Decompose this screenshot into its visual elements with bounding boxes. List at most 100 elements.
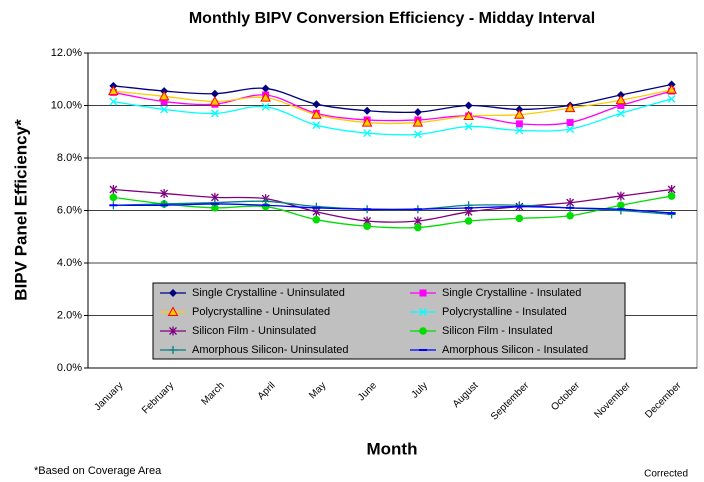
legend-marker bbox=[169, 346, 177, 354]
y-tick-label: 8.0% bbox=[57, 152, 82, 164]
note: Corrected bbox=[644, 469, 688, 480]
marker bbox=[361, 117, 373, 127]
marker bbox=[667, 210, 676, 219]
marker bbox=[564, 102, 576, 113]
x-tick-label: February bbox=[140, 380, 176, 416]
x-axis-title: Month bbox=[367, 439, 418, 458]
marker bbox=[615, 94, 627, 105]
marker bbox=[261, 102, 270, 111]
y-tick-label: 2.0% bbox=[57, 309, 82, 321]
series-line bbox=[113, 98, 672, 136]
legend-label: Single Crystalline - Uninsulated bbox=[192, 287, 345, 299]
legend-label: Amorphous Silicon - Insulated bbox=[442, 344, 588, 356]
legend-marker bbox=[169, 326, 177, 336]
legend-label: Single Crystalline - Insulated bbox=[442, 287, 581, 299]
marker bbox=[515, 214, 524, 223]
marker bbox=[363, 222, 371, 231]
y-axis-title: BIPV Panel Efficiency* bbox=[11, 119, 30, 301]
legend-marker bbox=[419, 327, 427, 335]
marker bbox=[261, 197, 270, 206]
legend-marker bbox=[419, 289, 427, 297]
marker bbox=[363, 106, 372, 115]
marker bbox=[515, 201, 524, 210]
marker bbox=[616, 206, 625, 215]
marker bbox=[413, 108, 422, 117]
series-line bbox=[113, 89, 672, 125]
marker bbox=[160, 188, 169, 198]
x-tick-label: August bbox=[451, 380, 481, 410]
marker bbox=[464, 217, 473, 225]
marker bbox=[312, 202, 321, 211]
y-tick-label: 0.0% bbox=[57, 362, 82, 374]
x-tick-label: January bbox=[92, 380, 125, 413]
y-tick-label: 6.0% bbox=[57, 204, 82, 216]
marker bbox=[109, 185, 118, 194]
x-tick-label: June bbox=[356, 380, 379, 403]
marker bbox=[463, 110, 474, 120]
legend-marker bbox=[419, 308, 427, 316]
y-tick-label: 4.0% bbox=[57, 257, 82, 269]
x-tick-label: October bbox=[549, 380, 582, 413]
x-tick-label: May bbox=[307, 380, 328, 401]
x-tick-label: September bbox=[489, 380, 532, 423]
marker bbox=[160, 98, 168, 106]
x-tick-label: March bbox=[199, 380, 226, 407]
y-tick-label: 10.0% bbox=[51, 99, 82, 111]
marker bbox=[158, 90, 170, 101]
marker bbox=[160, 199, 169, 208]
legend-box bbox=[152, 282, 626, 360]
marker bbox=[209, 96, 221, 106]
marker bbox=[515, 126, 524, 135]
series-line bbox=[113, 203, 672, 214]
x-tick-label: November bbox=[592, 380, 633, 421]
marker bbox=[260, 92, 271, 102]
x-tick-label: December bbox=[643, 380, 684, 421]
x-tick-label: July bbox=[410, 380, 430, 400]
marker bbox=[414, 223, 422, 232]
marker bbox=[412, 117, 424, 127]
marker bbox=[566, 119, 574, 127]
footnote: *Based on Coverage Area bbox=[34, 465, 162, 477]
legend-label: Polycrystalline - Uninsulated bbox=[192, 306, 330, 318]
series-line bbox=[113, 188, 672, 223]
marker bbox=[566, 125, 575, 134]
marker bbox=[617, 201, 625, 210]
legend-label: Silicon Film - Uninsulated bbox=[192, 325, 316, 337]
marker bbox=[210, 109, 219, 118]
marker bbox=[616, 191, 625, 201]
marker bbox=[311, 109, 322, 119]
marker bbox=[109, 97, 118, 106]
marker bbox=[515, 120, 523, 128]
marker bbox=[109, 193, 118, 202]
marker bbox=[210, 198, 219, 207]
marker bbox=[211, 204, 219, 212]
legend-label: Amorphous Silicon- Uninsulated bbox=[192, 344, 349, 356]
marker bbox=[210, 89, 219, 98]
marker bbox=[312, 215, 321, 224]
marker bbox=[160, 105, 169, 114]
legend-label: Silicon Film - Insulated bbox=[442, 325, 553, 337]
series-line bbox=[113, 195, 672, 229]
marker bbox=[108, 85, 119, 96]
marker bbox=[464, 122, 473, 131]
marker bbox=[261, 84, 270, 93]
chart-title: Monthly BIPV Conversion Efficiency - Mid… bbox=[189, 10, 595, 27]
marker bbox=[617, 102, 625, 109]
marker bbox=[667, 94, 676, 103]
legend-label: Polycrystalline - Insulated bbox=[442, 306, 567, 318]
marker bbox=[667, 192, 676, 200]
marker bbox=[666, 84, 677, 94]
marker bbox=[616, 109, 625, 118]
y-tick-label: 12.0% bbox=[51, 47, 82, 59]
marker bbox=[514, 109, 525, 119]
x-tick-label: April bbox=[256, 380, 278, 402]
marker bbox=[464, 101, 473, 110]
marker bbox=[312, 100, 321, 109]
marker bbox=[413, 130, 422, 139]
series-line bbox=[113, 83, 672, 114]
marker bbox=[312, 121, 321, 130]
marker bbox=[566, 211, 574, 220]
legend-marker bbox=[169, 289, 177, 297]
legend-marker bbox=[167, 306, 179, 316]
